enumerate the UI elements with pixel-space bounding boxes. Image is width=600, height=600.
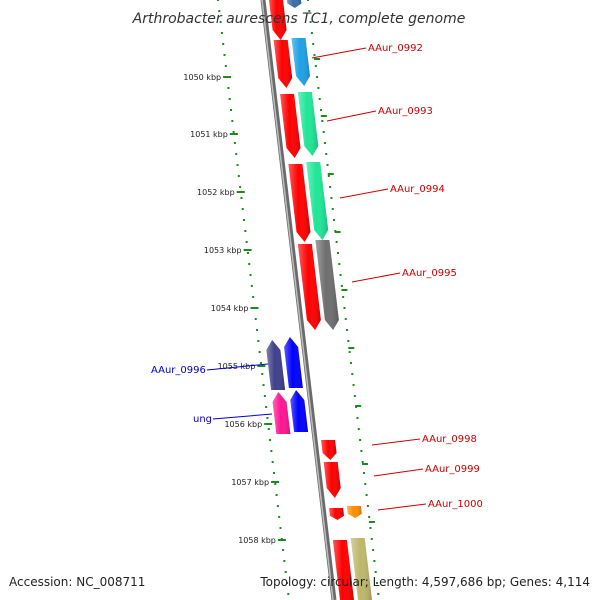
gene-shade-g1 xyxy=(273,40,293,88)
tick-label: 1057 kbp xyxy=(231,478,269,487)
gene-label: AAur_0992 xyxy=(368,43,423,54)
gene-shade-g3 xyxy=(280,94,301,158)
label-leader xyxy=(373,468,424,477)
gene-shade-g2 xyxy=(291,38,310,86)
label-leader xyxy=(212,413,273,420)
gene-label: ung xyxy=(193,414,212,425)
tick-label: 1053 kbp xyxy=(204,246,242,255)
gene-shade-g0 xyxy=(268,0,287,40)
gene-shade-g0b xyxy=(286,0,302,8)
tick-label: 1056 kbp xyxy=(224,420,262,429)
tick-label: 1050 kbp xyxy=(183,73,221,82)
label-leader xyxy=(311,47,367,59)
backbone-strand xyxy=(260,0,337,600)
gene-shade-g16 xyxy=(346,506,362,518)
gene-label: AAur_0994 xyxy=(390,184,445,195)
gene-shade-g13 xyxy=(321,440,337,460)
gene-label: AAur_0999 xyxy=(425,464,480,475)
gene-shade-g10 xyxy=(284,337,303,388)
gene-shade-g14 xyxy=(323,462,341,498)
tick-label: 1055 kbp xyxy=(218,362,256,371)
label-leader xyxy=(371,438,421,446)
genome-summary: Topology: circular; Length: 4,597,686 bp… xyxy=(259,575,590,589)
tick-label: 1052 kbp xyxy=(197,188,235,197)
dotted-guide xyxy=(217,0,380,595)
gene-shade-g15 xyxy=(329,508,344,520)
label-leader xyxy=(351,272,401,283)
label-leader xyxy=(206,363,269,371)
label-leader xyxy=(339,188,389,199)
label-leader xyxy=(377,503,427,511)
gene-label: AAur_1000 xyxy=(428,499,483,510)
gene-shade-g11 xyxy=(272,392,291,434)
gene-label: AAur_0993 xyxy=(378,106,433,117)
map-title: Arthrobacter aurescens TC1, complete gen… xyxy=(132,11,466,27)
gene-track xyxy=(266,0,372,600)
gene-labels: AAur_0992 AAur_0993 AAur_0994 AAur_0995 AAur… xyxy=(151,43,483,511)
tick-label: 1058 kbp xyxy=(238,536,276,545)
gene-shade-g8 xyxy=(315,240,339,330)
gene-shade-g17 xyxy=(332,540,354,600)
gene-label: AAur_0998 xyxy=(422,434,477,445)
gene-shade-g12 xyxy=(290,390,309,432)
gene-shade-g4 xyxy=(297,92,319,156)
gene-shade-g18 xyxy=(350,538,372,600)
gene-shade-g5 xyxy=(288,164,311,242)
accession-label: Accession: NC_008711 xyxy=(9,575,145,589)
backbone-highlight xyxy=(261,0,334,600)
gene-shade-g7 xyxy=(297,244,321,330)
gene-shade-g6 xyxy=(306,162,329,240)
gene-shade-g9 xyxy=(266,340,286,390)
tick-label: 1054 kbp xyxy=(211,304,249,313)
tick-label: 1051 kbp xyxy=(190,130,228,139)
label-leader xyxy=(326,110,377,122)
gene-label: AAur_0996 xyxy=(151,365,206,376)
gene-label: AAur_0995 xyxy=(402,268,457,279)
